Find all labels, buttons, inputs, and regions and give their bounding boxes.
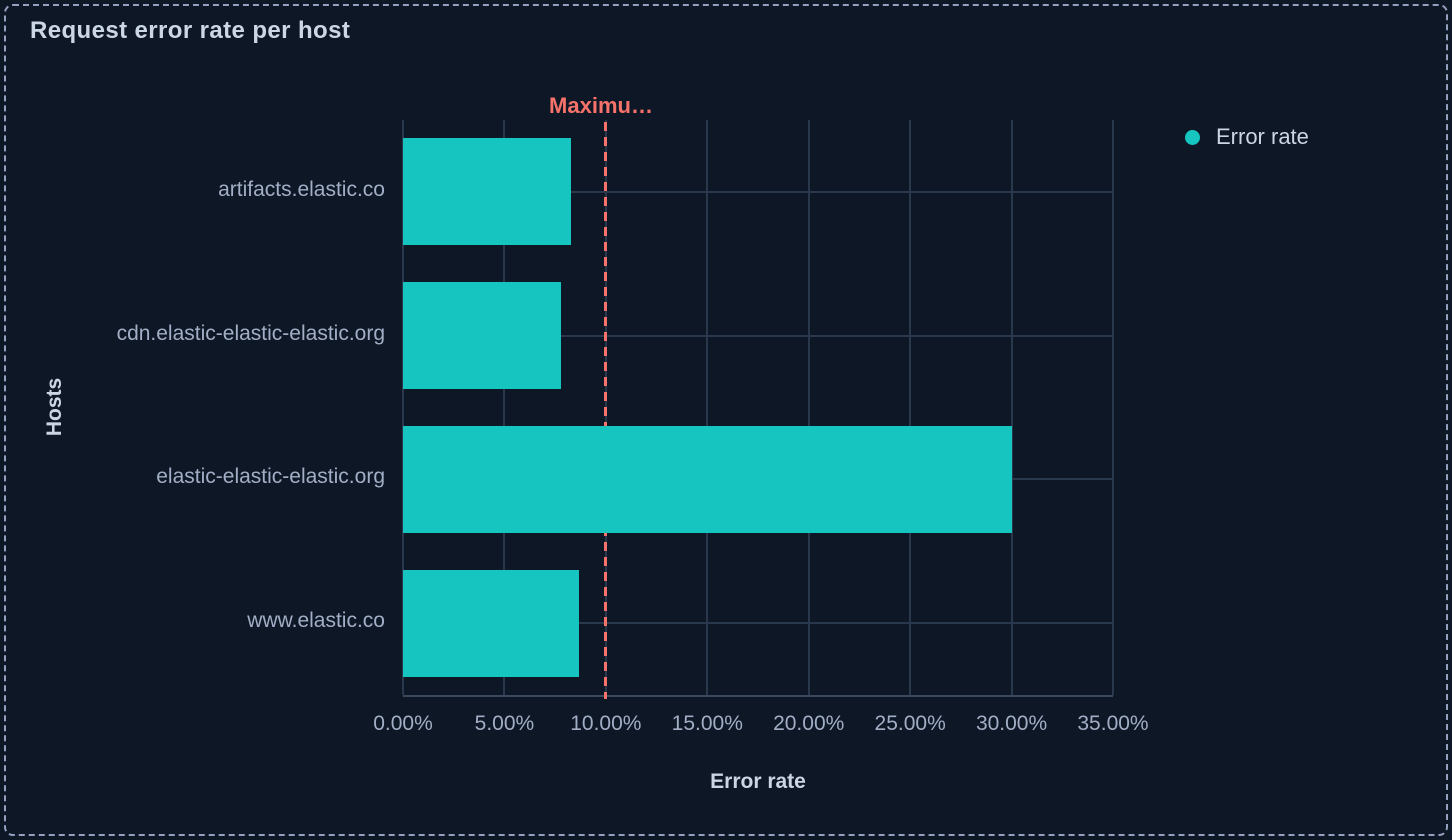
x-axis-title: Error rate bbox=[710, 770, 806, 793]
panel-title[interactable]: Request error rate per host bbox=[30, 17, 351, 44]
x-tick-label: 5.00% bbox=[474, 712, 535, 735]
y-category-label: artifacts.elastic.co bbox=[218, 177, 385, 201]
x-tick-label: 30.00% bbox=[975, 712, 1048, 735]
legend-item-error-rate[interactable]: Error rate bbox=[1185, 124, 1309, 150]
bar-elastic-elastic-elastic.org[interactable] bbox=[403, 425, 1012, 533]
y-category-label: cdn.elastic-elastic-elastic.org bbox=[116, 321, 385, 345]
y-category-label: www.elastic.co bbox=[247, 609, 385, 633]
y-axis-title: Hosts bbox=[43, 377, 66, 437]
grid-line-vertical bbox=[807, 120, 810, 695]
legend-item-label: Error rate bbox=[1216, 124, 1309, 149]
grid-line-vertical bbox=[909, 120, 912, 695]
grid-line-vertical bbox=[706, 120, 709, 695]
bar-artifacts.elastic.co[interactable] bbox=[403, 138, 572, 246]
threshold-annotation-label: Maximu… bbox=[549, 93, 653, 118]
grid-line-vertical bbox=[1112, 120, 1114, 695]
grid-line-vertical bbox=[402, 120, 404, 695]
grid-line-vertical bbox=[1010, 120, 1013, 695]
x-axis-line bbox=[403, 695, 1113, 697]
x-tick-label: 25.00% bbox=[874, 712, 946, 735]
x-tick-label: 35.00% bbox=[1077, 712, 1149, 735]
grid-line-horizontal bbox=[403, 334, 1113, 337]
threshold-line bbox=[604, 122, 608, 699]
x-tick-label: 15.00% bbox=[671, 712, 743, 735]
bar-cdn.elastic-elastic-elastic.org[interactable] bbox=[403, 282, 562, 390]
grid-line-horizontal bbox=[403, 622, 1113, 625]
x-tick-label: 20.00% bbox=[773, 712, 845, 735]
bar-www.elastic.co[interactable] bbox=[403, 569, 580, 677]
grid-line-horizontal bbox=[403, 190, 1113, 193]
x-tick-label: 10.00% bbox=[570, 712, 642, 735]
grid-line-vertical bbox=[503, 120, 506, 695]
legend-series-dot-icon bbox=[1185, 129, 1200, 145]
y-category-label: elastic-elastic-elastic.org bbox=[156, 465, 385, 489]
x-tick-label: 0.00% bbox=[373, 712, 433, 735]
